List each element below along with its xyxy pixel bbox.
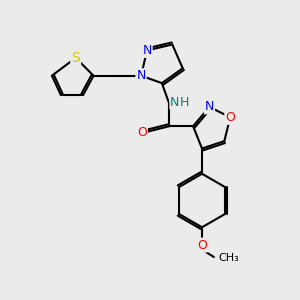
Text: O: O [197,238,207,252]
Text: N: N [205,100,214,113]
Text: N: N [136,69,146,82]
Text: CH₃: CH₃ [218,254,239,263]
Text: N: N [142,44,152,57]
Text: H: H [180,96,190,109]
Text: O: O [137,126,147,139]
Text: S: S [71,51,80,65]
Text: O: O [225,111,235,124]
Text: N: N [170,96,179,109]
